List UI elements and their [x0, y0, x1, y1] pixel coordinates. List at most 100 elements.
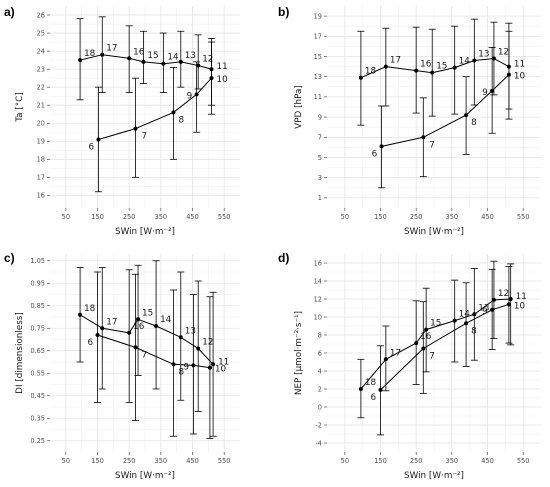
data-point — [379, 144, 384, 149]
data-point — [127, 330, 132, 335]
data-point — [133, 126, 138, 131]
y-tick-label: -2 — [315, 421, 322, 429]
x-axis-title: SWin [W·m⁻²] — [404, 227, 464, 237]
point-label: 15 — [436, 62, 447, 72]
data-point — [207, 365, 212, 370]
y-tick-label: 1 — [318, 194, 322, 202]
x-tick-label: 350 — [446, 213, 459, 221]
y-tick-label: 16 — [37, 192, 45, 200]
data-point — [424, 327, 429, 332]
x-tick-label: 450 — [481, 457, 494, 465]
y-tick-label: 0.25 — [30, 437, 45, 445]
y-tick-label: 0.85 — [30, 302, 45, 310]
point-label: 15 — [147, 51, 158, 61]
x-tick-label: 550 — [218, 213, 231, 221]
point-label: 13 — [185, 326, 196, 336]
series-line — [360, 57, 510, 79]
x-axis-title: SWin [W·m⁻²] — [404, 471, 464, 481]
data-point — [383, 64, 388, 69]
point-label: 13 — [478, 50, 489, 60]
x-tick-label: 50 — [62, 213, 70, 221]
data-point — [78, 58, 83, 63]
panel-label: d) — [278, 251, 289, 265]
point-label: 18 — [365, 67, 376, 77]
point-label: 12 — [498, 289, 509, 299]
y-tick-label: 21 — [37, 101, 45, 109]
data-point — [78, 312, 83, 317]
data-point — [154, 324, 159, 328]
y-tick-label: 13 — [314, 73, 322, 81]
y-tick-label: 23 — [37, 65, 45, 73]
point-label: 9 — [482, 307, 488, 317]
data-point — [191, 363, 196, 368]
data-point — [491, 56, 496, 61]
point-label: 13 — [478, 303, 489, 313]
y-tick-label: 19 — [37, 138, 45, 146]
y-tick-label: 9 — [318, 113, 322, 121]
x-tick-label: 550 — [517, 213, 530, 221]
y-tick-label: 11 — [314, 93, 322, 101]
x-tick-label: 150 — [91, 213, 104, 221]
y-tick-label: 0.45 — [30, 392, 45, 400]
point-label: 14 — [459, 57, 471, 67]
y-tick-label: 0 — [318, 403, 322, 411]
data-point — [141, 59, 146, 64]
data-point — [171, 110, 176, 115]
y-tick-label: 15 — [314, 53, 322, 61]
point-label: 14 — [167, 53, 179, 63]
data-point — [472, 312, 477, 317]
point-label: 8 — [179, 115, 185, 125]
y-tick-label: 17 — [37, 174, 45, 182]
point-label: 17 — [390, 56, 401, 66]
y-tick-label: 26 — [37, 11, 45, 19]
data-point — [100, 326, 105, 331]
data-point — [358, 387, 363, 391]
y-tick-label: 14 — [314, 277, 322, 285]
series-line — [79, 314, 214, 365]
data-point — [96, 137, 101, 142]
data-point — [196, 63, 201, 68]
y-tick-label: 4 — [318, 367, 322, 375]
data-point — [421, 135, 426, 140]
data-point — [196, 346, 201, 351]
series-1: 6 7 89 10 — [371, 266, 525, 436]
data-point — [490, 307, 495, 312]
data-point — [161, 61, 166, 66]
y-tick-label: 3 — [318, 174, 322, 182]
point-label: 9 — [187, 91, 193, 101]
data-point — [211, 362, 216, 367]
point-label: 17 — [390, 348, 401, 358]
data-point — [127, 56, 132, 61]
y-tick-label: 2 — [318, 385, 322, 393]
data-point — [358, 75, 363, 80]
point-label: 7 — [429, 352, 435, 362]
x-tick-label: 150 — [91, 457, 104, 465]
data-point — [194, 92, 199, 97]
y-axis-title: DI [dimensionless] — [15, 312, 25, 394]
x-tick-label: 350 — [155, 213, 168, 221]
y-tick-label: 0.95 — [30, 280, 45, 288]
x-tick-label: 350 — [446, 457, 459, 465]
point-label: 11 — [218, 357, 229, 367]
x-tick-label: 250 — [123, 457, 136, 465]
data-point — [383, 357, 388, 362]
point-label: 10 — [215, 365, 227, 375]
y-tick-label: 0.75 — [30, 325, 45, 333]
point-label: 10 — [217, 75, 229, 85]
point-label: 18 — [84, 49, 95, 59]
point-label: 16 — [133, 47, 145, 57]
x-tick-label: 550 — [517, 457, 530, 465]
y-tick-label: 20 — [37, 120, 45, 128]
y-tick-label: 10 — [314, 313, 322, 321]
data-point — [100, 52, 105, 57]
point-label: 16 — [420, 60, 432, 70]
data-point — [133, 345, 138, 350]
point-label: 7 — [429, 140, 435, 150]
x-tick-label: 250 — [410, 457, 423, 465]
point-label: 17 — [106, 317, 117, 327]
data-point — [452, 318, 457, 323]
point-label: 10 — [514, 72, 526, 82]
